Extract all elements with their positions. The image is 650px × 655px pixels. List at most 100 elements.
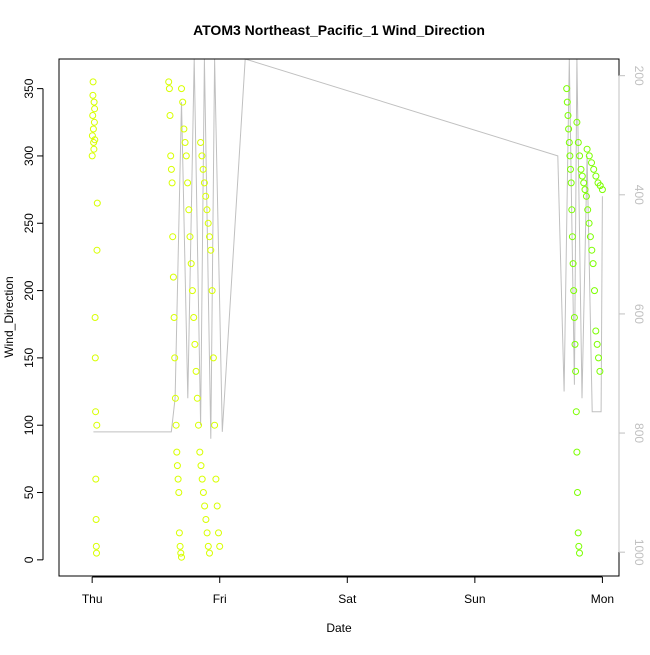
data-point (598, 186, 606, 194)
data-point (197, 139, 205, 146)
data-point (585, 152, 593, 160)
data-point (574, 489, 581, 496)
data-point (93, 549, 100, 557)
data-point (195, 421, 202, 429)
data-point (571, 340, 579, 348)
data-point (167, 165, 175, 173)
data-point (197, 462, 205, 470)
data-point (584, 206, 592, 214)
pressure-line (93, 58, 603, 439)
y2-tick-label: 1000 (632, 539, 646, 566)
data-point (184, 179, 192, 187)
data-point (208, 287, 216, 295)
data-point (199, 489, 207, 496)
data-point (198, 475, 206, 483)
data-point (209, 354, 217, 362)
data-point (577, 165, 585, 173)
y-tick-label: 200 (22, 280, 36, 300)
data-point (92, 516, 100, 523)
data-point (565, 125, 573, 133)
data-point (181, 139, 189, 146)
y-tick-label: 350 (22, 78, 36, 98)
data-point (188, 287, 196, 295)
data-point (199, 165, 207, 173)
data-point (589, 260, 597, 268)
x-axis-label: Date (326, 621, 352, 635)
data-point (581, 186, 589, 194)
data-point (569, 260, 577, 268)
data-point (91, 354, 99, 362)
data-point (171, 394, 179, 402)
data-point (567, 165, 574, 173)
data-point (167, 152, 175, 160)
data-point (169, 233, 177, 241)
data-point (213, 502, 221, 510)
data-point (168, 179, 176, 187)
data-point (91, 105, 99, 113)
x-tick-label: Fri (213, 592, 227, 606)
data-point (212, 475, 220, 483)
data-point (173, 448, 181, 456)
data-point (572, 408, 580, 416)
data-point (203, 529, 211, 537)
data-point (89, 125, 97, 133)
y2-tick-label: 800 (632, 423, 646, 443)
data-point (576, 549, 583, 557)
data-point (182, 152, 190, 160)
data-point (89, 91, 97, 99)
data-point (93, 421, 101, 429)
data-point (166, 112, 174, 119)
y-tick-label: 0 (22, 556, 36, 563)
data-point (187, 260, 195, 268)
data-point (170, 314, 178, 321)
data-point (190, 314, 198, 321)
y2-tick-label: 200 (632, 66, 646, 86)
data-point (591, 287, 598, 295)
data-point (583, 145, 591, 153)
data-point (92, 408, 100, 416)
data-point (93, 199, 101, 207)
x-tick-label: Sat (338, 592, 357, 606)
data-point (178, 85, 185, 93)
data-point (185, 206, 193, 214)
y-tick-label: 100 (22, 415, 36, 435)
y-axis-label: Wind_Direction (2, 276, 16, 357)
data-point (179, 98, 187, 106)
data-point (202, 192, 210, 200)
x-tick-label: Sun (464, 592, 485, 606)
plot-frame (58, 58, 620, 577)
data-point (211, 421, 219, 429)
data-point (578, 172, 586, 180)
data-point (574, 529, 582, 537)
data-point (565, 139, 573, 146)
pressure-line-layer (93, 58, 603, 439)
data-point (89, 78, 97, 86)
data-point (175, 489, 183, 496)
data-point (568, 206, 576, 214)
data-point (90, 145, 98, 153)
x-tick-label: Thu (82, 592, 103, 606)
data-point (93, 246, 101, 254)
data-point (192, 367, 200, 375)
data-point (574, 139, 582, 146)
data-point (90, 118, 98, 126)
data-point (215, 529, 222, 537)
data-point (573, 448, 581, 456)
data-point (88, 152, 96, 160)
data-point (563, 98, 571, 106)
data-point (586, 233, 594, 241)
chart-title: ATOM3 Northeast_Pacific_1 Wind_Direction (193, 22, 485, 38)
data-point (588, 246, 596, 254)
data-point (186, 233, 194, 241)
data-point (196, 448, 204, 456)
data-point (567, 179, 575, 187)
data-point (89, 112, 97, 119)
y-tick-label: 250 (22, 213, 36, 233)
data-point (204, 219, 212, 227)
data-point (191, 340, 199, 348)
data-point (206, 549, 213, 557)
data-point (172, 421, 180, 429)
data-point (588, 159, 595, 167)
data-point (593, 340, 601, 348)
